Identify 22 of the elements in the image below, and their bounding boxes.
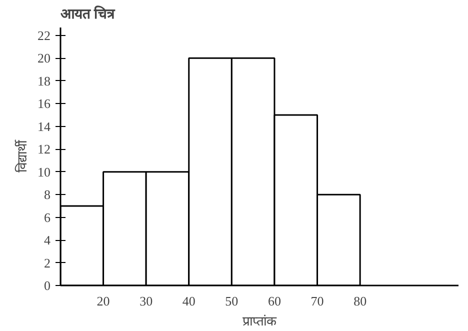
y-tick-label: 10 bbox=[38, 164, 50, 180]
x-axis-title: प्राप्तांक bbox=[242, 314, 278, 328]
x-tick-label: 30 bbox=[140, 294, 153, 308]
x-tick-label: 40 bbox=[182, 294, 196, 308]
chart-title: आयत चित्र bbox=[60, 6, 116, 22]
y-tick-label: 14 bbox=[38, 118, 51, 134]
y-tick-label: 0 bbox=[44, 278, 50, 293]
y-tick-label: 8 bbox=[44, 187, 50, 202]
y-tick-label: 12 bbox=[38, 142, 50, 157]
y-tick-label: 2 bbox=[44, 255, 50, 270]
y-tick-label: 20 bbox=[38, 50, 50, 66]
x-tick-label: 70 bbox=[310, 294, 324, 308]
x-tick-label: 80 bbox=[354, 294, 367, 308]
x-tick-label: 60 bbox=[268, 294, 281, 308]
x-tick-label: 20 bbox=[96, 294, 110, 308]
y-tick-label: 6 bbox=[44, 210, 51, 225]
y-tick-label: 22 bbox=[38, 28, 50, 43]
x-tick-label: 50 bbox=[225, 294, 238, 308]
y-tick-label: 16 bbox=[38, 96, 51, 112]
y-axis-title: विद्यार्थी bbox=[14, 140, 30, 172]
y-tick-label: 18 bbox=[38, 73, 50, 88]
y-tick-label: 4 bbox=[44, 232, 51, 248]
